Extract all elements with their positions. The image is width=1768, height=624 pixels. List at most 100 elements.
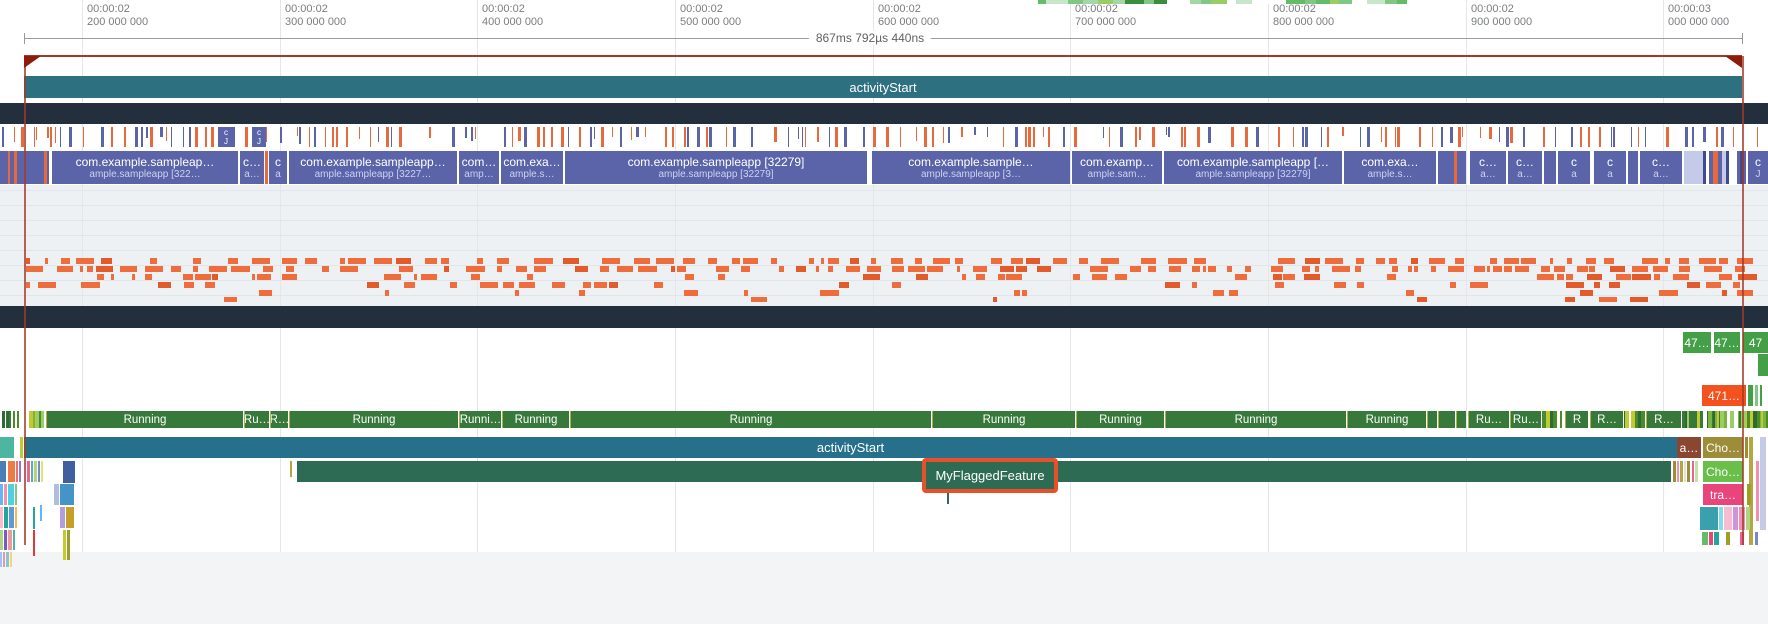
micro-slice[interactable] (915, 274, 928, 280)
thread-state-tick[interactable] (1327, 127, 1329, 147)
micro-slice[interactable] (1141, 258, 1156, 264)
thread-state-tick[interactable] (332, 127, 334, 147)
micro-slice[interactable] (321, 266, 329, 272)
sched-running-slice[interactable] (1438, 411, 1455, 428)
sched-stripe[interactable] (1713, 411, 1715, 428)
micro-slice[interactable] (820, 258, 824, 264)
micro-slice[interactable] (552, 282, 566, 288)
thread-state-tick[interactable] (1611, 127, 1612, 147)
micro-slice[interactable] (75, 258, 95, 264)
thread-state-tick[interactable] (620, 127, 622, 147)
thread-state-tick[interactable] (370, 127, 371, 147)
micro-slice[interactable] (526, 274, 533, 280)
sched-running-slice[interactable]: Running (502, 411, 569, 428)
sched-running-slice[interactable]: Running (1165, 411, 1346, 428)
thread-state-tick[interactable] (69, 127, 72, 147)
micro-slice[interactable] (1719, 258, 1729, 264)
micro-slice[interactable] (740, 266, 750, 272)
micro-slice[interactable] (1208, 266, 1216, 272)
micro-slice[interactable] (1194, 258, 1207, 264)
flame-block[interactable] (16, 461, 18, 482)
thread-state-tick[interactable] (987, 127, 988, 137)
micro-slice[interactable] (1641, 258, 1658, 264)
thread-state-tick[interactable] (399, 127, 402, 147)
sched-running-slice[interactable]: Ru… (1468, 411, 1509, 428)
flame-block[interactable] (1749, 437, 1753, 545)
micro-slice[interactable] (465, 266, 485, 272)
micro-slice[interactable] (634, 258, 650, 264)
micro-slice[interactable] (1227, 266, 1233, 272)
process-slice[interactable]: com.example.sampleapp… ample.sampleapp [3… (289, 151, 457, 184)
thread-state-tick[interactable] (299, 127, 301, 144)
flame-block[interactable] (33, 507, 35, 529)
micro-slice[interactable] (1314, 266, 1320, 272)
badge-sliver[interactable] (1748, 385, 1753, 406)
micro-slice[interactable] (684, 274, 694, 280)
thread-state-tick[interactable] (1721, 127, 1724, 147)
micro-slice[interactable] (1733, 282, 1741, 288)
micro-slice[interactable] (1235, 274, 1247, 280)
flame-block[interactable] (15, 484, 17, 505)
sched-running-slice[interactable] (1427, 411, 1437, 428)
micro-slice[interactable] (1332, 266, 1351, 272)
micro-slice[interactable] (1630, 297, 1648, 302)
thread-state-tick[interactable] (1450, 127, 1453, 144)
micro-slice[interactable] (97, 274, 105, 280)
process-slice[interactable]: com.example.sampleapp [32279] ample.sampl… (565, 151, 867, 184)
flame-block[interactable] (31, 461, 33, 482)
micro-slice[interactable] (1487, 266, 1491, 272)
micro-slice[interactable] (1429, 258, 1445, 264)
micro-slice[interactable] (1514, 266, 1530, 272)
thread-state-tick[interactable] (1506, 127, 1509, 147)
thread-state-tick[interactable] (1003, 127, 1004, 147)
flame-block[interactable] (1684, 461, 1686, 482)
collapsed-track-bar-2[interactable] (0, 306, 1768, 328)
sched-running-slice[interactable]: Running (46, 411, 243, 428)
micro-slice[interactable] (1053, 258, 1067, 264)
sched-stripe[interactable] (1717, 411, 1719, 428)
sched-stripe[interactable] (1724, 411, 1727, 428)
flame-block[interactable] (0, 552, 2, 567)
counter-badge-47[interactable]: 47 (1743, 332, 1768, 353)
thread-state-tick[interactable] (309, 127, 310, 147)
sched-stripe[interactable] (1625, 411, 1629, 428)
micro-slice[interactable] (497, 266, 502, 272)
flame-block[interactable] (1756, 461, 1759, 521)
flame-block[interactable] (34, 461, 37, 482)
sched-stripe[interactable] (1757, 411, 1760, 428)
selection-handle-left[interactable] (24, 56, 41, 68)
flame-block[interactable] (0, 461, 6, 482)
sched-running-slice[interactable]: Running (570, 411, 931, 428)
sched-stripe[interactable] (1734, 411, 1735, 428)
thread-state-tick[interactable] (1733, 127, 1734, 147)
flame-block[interactable] (1700, 507, 1718, 530)
micro-slice[interactable] (340, 258, 346, 264)
sched-stripe[interactable] (1763, 411, 1766, 428)
micro-slice[interactable] (933, 258, 951, 264)
micro-slice[interactable] (955, 258, 963, 264)
sched-stripe[interactable] (1707, 411, 1708, 428)
micro-slice[interactable] (990, 258, 1002, 264)
thread-state-tick[interactable] (1397, 127, 1400, 147)
thread-state-tick[interactable] (1103, 127, 1104, 139)
micro-slice[interactable] (1736, 258, 1754, 264)
process-slice[interactable]: com.example.sampleapp [… ample.sampleapp … (1164, 151, 1342, 184)
sched-stripe[interactable] (1750, 411, 1753, 428)
micro-slice[interactable] (384, 274, 402, 280)
micro-slice[interactable] (1303, 274, 1320, 280)
sched-stripe[interactable] (36, 411, 39, 428)
stack-slice-Cho[interactable]: Cho… (1703, 437, 1743, 458)
thread-state-tick[interactable] (1395, 127, 1396, 147)
micro-slice[interactable] (476, 258, 483, 264)
thread-state-tick[interactable] (1367, 127, 1370, 147)
thread-state-tick[interactable] (802, 127, 803, 147)
sched-stripe[interactable] (1557, 411, 1560, 428)
thread-state-tick[interactable] (475, 127, 476, 140)
sched-stripe[interactable] (1697, 411, 1700, 428)
thread-state-tick[interactable] (386, 127, 389, 147)
thread-state-tick[interactable] (160, 127, 163, 137)
sched-running-slice[interactable]: Ru… (244, 411, 269, 428)
thread-state-tick[interactable] (1462, 127, 1463, 137)
thread-state-tick[interactable] (612, 127, 613, 138)
selection-range-line[interactable] (24, 55, 1742, 57)
